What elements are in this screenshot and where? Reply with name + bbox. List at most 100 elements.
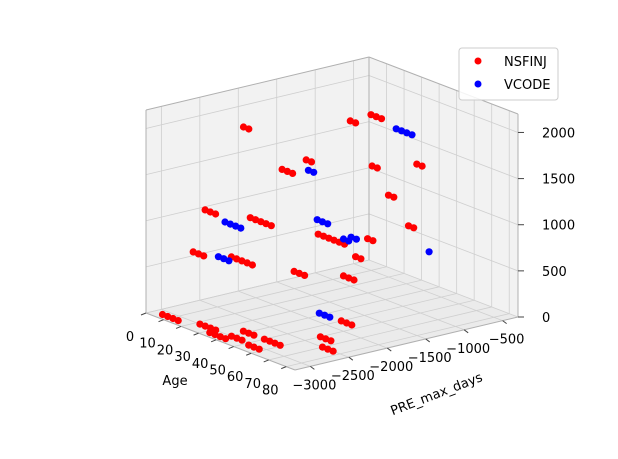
x-gridline-floor xyxy=(286,313,510,368)
data-point-vcode xyxy=(326,313,334,321)
data-point-nsfinj xyxy=(289,169,297,177)
y-tick-mark xyxy=(348,356,354,361)
z-gridline-back xyxy=(368,259,519,318)
data-point-nsfinj xyxy=(245,125,253,133)
z-gridline-left xyxy=(145,259,370,314)
y-tick-mark xyxy=(310,365,315,370)
y-tick-mark xyxy=(386,347,392,352)
x-axis-edge xyxy=(145,312,296,371)
x-gridline-floor xyxy=(268,306,492,361)
data-point-nsfinj xyxy=(373,164,381,172)
data-point-nsfinj xyxy=(390,193,398,201)
x-gridline-floor xyxy=(180,273,405,327)
x-tick-mark xyxy=(245,352,252,356)
data-point-vcode xyxy=(352,235,360,243)
z-tick-label: 500 xyxy=(542,265,567,280)
x-tick-label: 70 xyxy=(244,377,261,392)
data-point-vcode xyxy=(225,257,233,265)
y-tick-mark xyxy=(425,338,431,343)
z-gridline-left xyxy=(145,213,370,268)
data-point-nsfinj xyxy=(174,317,182,325)
data-point-nsfinj xyxy=(352,119,360,127)
data-point-nsfinj xyxy=(348,321,356,329)
data-point-vcode xyxy=(310,168,318,176)
data-point-nsfinj xyxy=(267,222,275,230)
y-tick-label: −2500 xyxy=(331,369,375,384)
data-point-nsfinj xyxy=(350,276,358,284)
x-tick-mark xyxy=(228,346,234,349)
legend-label-nsfinj: NSFINJ xyxy=(504,55,547,70)
z-gridline-left xyxy=(145,167,370,222)
x-gridline-floor xyxy=(251,299,475,354)
x-tick-label: 10 xyxy=(139,337,156,352)
z-gridline-left xyxy=(145,75,370,129)
data-point-nsfinj xyxy=(410,224,418,232)
data-point-nsfinj xyxy=(301,271,309,279)
z-tick-label: 1000 xyxy=(542,219,575,234)
data-points xyxy=(158,111,433,355)
legend-marker-vcode xyxy=(474,80,482,88)
legend-label-vcode: VCODE xyxy=(504,78,550,93)
legend-marker-nsfinj xyxy=(474,57,482,65)
x-tick-label: 60 xyxy=(227,370,244,385)
x-tick-mark xyxy=(175,325,182,329)
y-tick-label: −2000 xyxy=(369,360,413,375)
x-tick-label: 80 xyxy=(262,384,279,399)
x-tick-mark xyxy=(140,312,147,316)
x-tick-label: 50 xyxy=(209,364,226,379)
x-gridline-floor xyxy=(198,279,422,334)
left-top-edge xyxy=(145,56,370,111)
x-tick-mark xyxy=(158,319,164,323)
data-point-nsfinj xyxy=(327,337,335,345)
y-gridline-floor xyxy=(315,272,465,331)
z-tick-label: 0 xyxy=(542,311,550,326)
z-gridline-back xyxy=(368,213,519,272)
data-point-nsfinj xyxy=(212,210,220,218)
data-point-nsfinj xyxy=(200,252,208,260)
z-tick-label: 1500 xyxy=(542,173,575,188)
x-tick-label: 0 xyxy=(126,330,134,345)
data-point-vcode xyxy=(408,131,416,139)
y-tick-label: −3000 xyxy=(292,378,336,393)
y-tick-label: −1000 xyxy=(446,342,490,357)
data-point-nsfinj xyxy=(238,336,246,344)
back-wall-panel xyxy=(369,57,518,317)
back-top-edge xyxy=(368,56,519,115)
x-tick-mark xyxy=(263,359,269,363)
data-point-nsfinj xyxy=(276,341,284,349)
data-point-nsfinj xyxy=(377,115,386,123)
x-tick-label: 30 xyxy=(174,350,191,365)
data-point-nsfinj xyxy=(418,162,426,170)
x-tick-label: 40 xyxy=(192,357,209,372)
x-tick-mark xyxy=(210,339,217,343)
data-point-nsfinj xyxy=(307,158,316,166)
x-tick-mark xyxy=(193,332,199,336)
z-gridline-back xyxy=(368,167,519,226)
y-axis-edge xyxy=(294,316,519,371)
y-axis-label: PRE_max_days xyxy=(389,370,485,419)
y-gridline-floor xyxy=(238,290,388,349)
y-tick-mark xyxy=(463,329,469,334)
data-point-nsfinj xyxy=(329,347,337,355)
data-point-nsfinj xyxy=(357,255,365,263)
data-point-nsfinj xyxy=(255,345,263,353)
y-gridline-floor xyxy=(276,281,426,340)
y-tick-mark xyxy=(502,320,507,325)
data-point-nsfinj xyxy=(250,331,258,339)
axis-edges xyxy=(140,56,524,371)
data-point-nsfinj xyxy=(222,335,230,343)
y-tick-label: −1500 xyxy=(408,351,452,366)
y-tick-label: −500 xyxy=(489,333,525,348)
data-point-nsfinj xyxy=(248,261,256,269)
x-axis-label: Age xyxy=(162,374,187,389)
data-point-vcode xyxy=(324,220,332,228)
data-point-vcode xyxy=(237,224,245,232)
x-tick-mark xyxy=(281,366,287,370)
back-panels xyxy=(146,57,518,370)
z-tick-label: 2000 xyxy=(542,126,575,141)
x-tick-label: 20 xyxy=(157,343,174,358)
z-gridline-left xyxy=(145,121,370,175)
y-gridline-floor xyxy=(353,263,503,322)
data-point-vcode xyxy=(425,248,433,256)
